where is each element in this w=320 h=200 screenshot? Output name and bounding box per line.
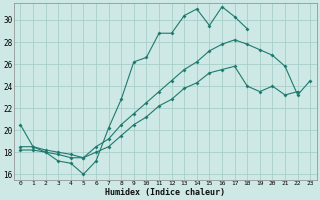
- X-axis label: Humidex (Indice chaleur): Humidex (Indice chaleur): [105, 188, 225, 197]
